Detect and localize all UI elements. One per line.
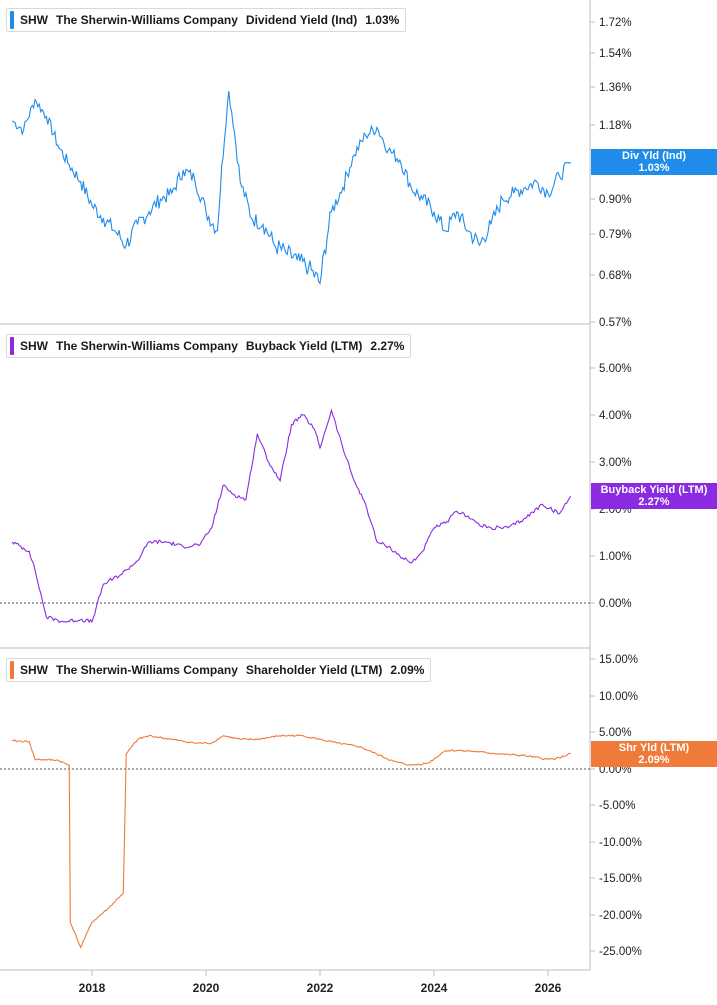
y-tick-label: 5.00% xyxy=(599,727,632,739)
legend-metric: Dividend Yield (Ind) xyxy=(245,13,358,27)
y-tick-label: -15.00% xyxy=(599,873,642,885)
legend-metric: Buyback Yield (LTM) xyxy=(245,339,363,353)
y-tick-label: 1.72% xyxy=(599,17,632,29)
legend-ticker: SHW xyxy=(20,339,48,353)
y-tick-label: 1.36% xyxy=(599,82,632,94)
y-tick-label: 3.00% xyxy=(599,457,632,469)
tag-value: 1.03% xyxy=(638,162,670,174)
y-tick-label: -10.00% xyxy=(599,837,642,849)
y-tick-label: 0.00% xyxy=(599,764,632,776)
tag-value: 2.09% xyxy=(638,754,670,766)
legend-metric: Shareholder Yield (LTM) xyxy=(245,663,383,677)
series-line-shareholder xyxy=(11,734,571,949)
y-tick-label: -20.00% xyxy=(599,910,642,922)
tag-value: 2.27% xyxy=(638,496,670,508)
y-tick-label: 1.00% xyxy=(599,551,632,563)
x-tick-label: 2020 xyxy=(193,981,220,995)
y-tick-label: 0.57% xyxy=(599,317,632,329)
value-tag-dividend: Div Yld (Ind) 1.03% xyxy=(591,149,717,175)
legend-value: 2.27% xyxy=(370,339,405,353)
series-line-buyback xyxy=(11,408,572,624)
tag-label: Shr Yld (LTM) xyxy=(618,742,690,754)
tag-label: Div Yld (Ind) xyxy=(622,150,686,162)
x-tick-label: 2022 xyxy=(307,981,334,995)
series-line-dividend xyxy=(11,91,572,285)
value-tag-buyback: Buyback Yield (LTM) 2.27% xyxy=(591,483,717,509)
y-tick-label: 5.00% xyxy=(599,363,632,375)
legend-ticker: SHW xyxy=(20,663,48,677)
y-tick-label: 1.18% xyxy=(599,120,632,132)
y-tick-label: 1.54% xyxy=(599,48,632,60)
legend-buyback-yield: SHW The Sherwin-Williams Company Buyback… xyxy=(6,334,412,358)
y-tick-label: 0.79% xyxy=(599,229,632,241)
legend-shareholder-yield: SHW The Sherwin-Williams Company Shareho… xyxy=(6,658,432,682)
legend-swatch xyxy=(10,337,14,355)
legend-swatch xyxy=(10,661,14,679)
legend-company: The Sherwin-Williams Company xyxy=(56,13,238,27)
legend-swatch xyxy=(10,11,14,29)
legend-company: The Sherwin-Williams Company xyxy=(56,663,238,677)
x-tick-label: 2018 xyxy=(79,981,106,995)
y-tick-label: 0.00% xyxy=(599,598,632,610)
tag-label: Buyback Yield (LTM) xyxy=(600,484,708,496)
y-tick-label: 4.00% xyxy=(599,410,632,422)
y-tick-label: 0.68% xyxy=(599,270,632,282)
y-tick-label: -25.00% xyxy=(599,946,642,958)
legend-value: 2.09% xyxy=(390,663,425,677)
x-tick-label: 2026 xyxy=(535,981,562,995)
legend-value: 1.03% xyxy=(365,13,400,27)
legend-dividend-yield: SHW The Sherwin-Williams Company Dividen… xyxy=(6,8,407,32)
y-tick-label: 15.00% xyxy=(599,654,638,666)
legend-company: The Sherwin-Williams Company xyxy=(56,339,238,353)
legend-ticker: SHW xyxy=(20,13,48,27)
y-tick-label: -5.00% xyxy=(599,800,635,812)
x-tick-label: 2024 xyxy=(421,981,448,995)
y-tick-label: 0.90% xyxy=(599,194,632,206)
value-tag-shareholder: Shr Yld (LTM) 2.09% xyxy=(591,741,717,767)
y-tick-label: 10.00% xyxy=(599,691,638,703)
